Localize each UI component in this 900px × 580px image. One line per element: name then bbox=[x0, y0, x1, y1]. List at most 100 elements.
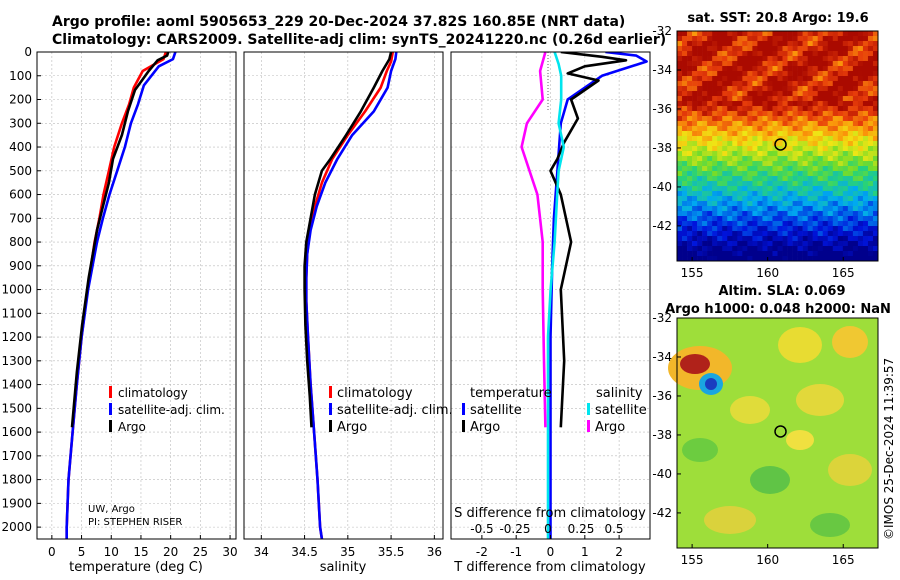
sst-cell bbox=[742, 61, 748, 67]
sst-cell bbox=[702, 106, 708, 112]
sst-cell bbox=[717, 66, 723, 72]
sst-cell bbox=[807, 171, 813, 177]
sst-cell bbox=[742, 76, 748, 82]
sst-cell bbox=[742, 36, 748, 42]
sst-cell bbox=[757, 241, 763, 247]
sst-cell bbox=[847, 166, 854, 172]
sst-cell bbox=[757, 106, 763, 112]
sst-cell bbox=[792, 41, 798, 47]
sst-cell bbox=[697, 71, 703, 77]
sst-cell bbox=[837, 151, 844, 157]
sst-cell bbox=[752, 196, 758, 202]
sst-cell bbox=[867, 86, 874, 92]
sst-cell bbox=[732, 66, 738, 72]
sst-cell bbox=[712, 166, 718, 172]
sst-cell bbox=[842, 156, 849, 162]
sst-cell bbox=[707, 76, 713, 82]
sst-cell bbox=[692, 36, 698, 42]
sst-cell bbox=[677, 66, 683, 72]
sst-cell bbox=[797, 256, 803, 262]
sst-cell bbox=[752, 156, 758, 162]
sst-cell bbox=[782, 126, 788, 132]
sst-cell bbox=[767, 66, 773, 72]
sst-cell bbox=[762, 66, 768, 72]
sst-cell bbox=[792, 246, 798, 252]
sst-cell bbox=[747, 166, 753, 172]
sst-cell bbox=[862, 201, 869, 207]
sst-cell bbox=[737, 241, 743, 247]
sst-cell bbox=[732, 161, 738, 167]
sst-cell bbox=[822, 166, 829, 172]
sst-cell bbox=[797, 46, 803, 52]
diff-legend-swatch-s-satellite bbox=[587, 403, 590, 415]
sst-cell bbox=[787, 151, 793, 157]
sst-cell bbox=[782, 81, 788, 87]
sst-cell bbox=[857, 106, 864, 112]
sst-cell bbox=[712, 231, 718, 237]
sst-cell bbox=[817, 46, 824, 52]
sst-cell bbox=[752, 171, 758, 177]
sst-cell bbox=[872, 161, 879, 167]
sst-cell bbox=[797, 121, 803, 127]
sst-cell bbox=[732, 61, 738, 67]
sst-cell bbox=[767, 221, 773, 227]
sst-cell bbox=[712, 181, 718, 187]
sst-cell bbox=[737, 66, 743, 72]
sst-cell bbox=[857, 156, 864, 162]
sst-cell bbox=[822, 66, 829, 72]
sst-cell bbox=[782, 151, 788, 157]
sst-cell bbox=[797, 91, 803, 97]
sst-cell bbox=[692, 66, 698, 72]
sst-cell bbox=[757, 86, 763, 92]
sst-cell bbox=[732, 186, 738, 192]
sst-cell bbox=[707, 246, 713, 252]
sst-cell bbox=[857, 46, 864, 52]
sst-cell bbox=[792, 91, 798, 97]
sst-cell bbox=[792, 231, 798, 237]
sst-cell bbox=[842, 251, 849, 257]
sst-cell bbox=[817, 31, 824, 37]
sst-cell bbox=[857, 206, 864, 212]
sst-cell bbox=[762, 246, 768, 252]
sst-cell bbox=[752, 46, 758, 52]
sst-cell bbox=[792, 141, 798, 147]
sst-cell bbox=[702, 36, 708, 42]
sst-cell bbox=[682, 176, 688, 182]
sst-cell bbox=[712, 116, 718, 122]
sst-cell bbox=[777, 256, 783, 262]
sst-cell bbox=[842, 121, 849, 127]
sst-cell bbox=[682, 71, 688, 77]
sst-cell bbox=[832, 136, 839, 142]
sst-cell bbox=[812, 211, 818, 217]
sst-cell bbox=[792, 151, 798, 157]
sst-cell bbox=[802, 111, 808, 117]
sst-cell bbox=[677, 171, 683, 177]
sst-cell bbox=[742, 181, 748, 187]
sst-cell bbox=[762, 126, 768, 132]
sst-cell bbox=[802, 96, 808, 102]
sst-cell bbox=[677, 241, 683, 247]
sst-cell bbox=[702, 171, 708, 177]
sst-cell bbox=[797, 116, 803, 122]
sst-cell bbox=[757, 151, 763, 157]
sst-cell bbox=[822, 211, 829, 217]
sst-cell bbox=[872, 221, 879, 227]
sst-cell bbox=[862, 176, 869, 182]
sst-cell bbox=[842, 171, 849, 177]
sst-cell bbox=[717, 191, 723, 197]
sst-cell bbox=[707, 156, 713, 162]
sst-cell bbox=[757, 191, 763, 197]
sst-cell bbox=[682, 251, 688, 257]
sst-cell bbox=[737, 106, 743, 112]
sst-cell bbox=[687, 226, 693, 232]
sst-cell bbox=[847, 121, 854, 127]
sst-cell bbox=[817, 166, 824, 172]
sst-cell bbox=[872, 141, 879, 147]
sst-cell bbox=[832, 171, 839, 177]
sst-cell bbox=[797, 206, 803, 212]
sst-cell bbox=[777, 186, 783, 192]
sst-cell bbox=[687, 96, 693, 102]
sst-cell bbox=[812, 131, 818, 137]
sst-cell bbox=[827, 246, 834, 252]
sst-cell bbox=[852, 126, 859, 132]
